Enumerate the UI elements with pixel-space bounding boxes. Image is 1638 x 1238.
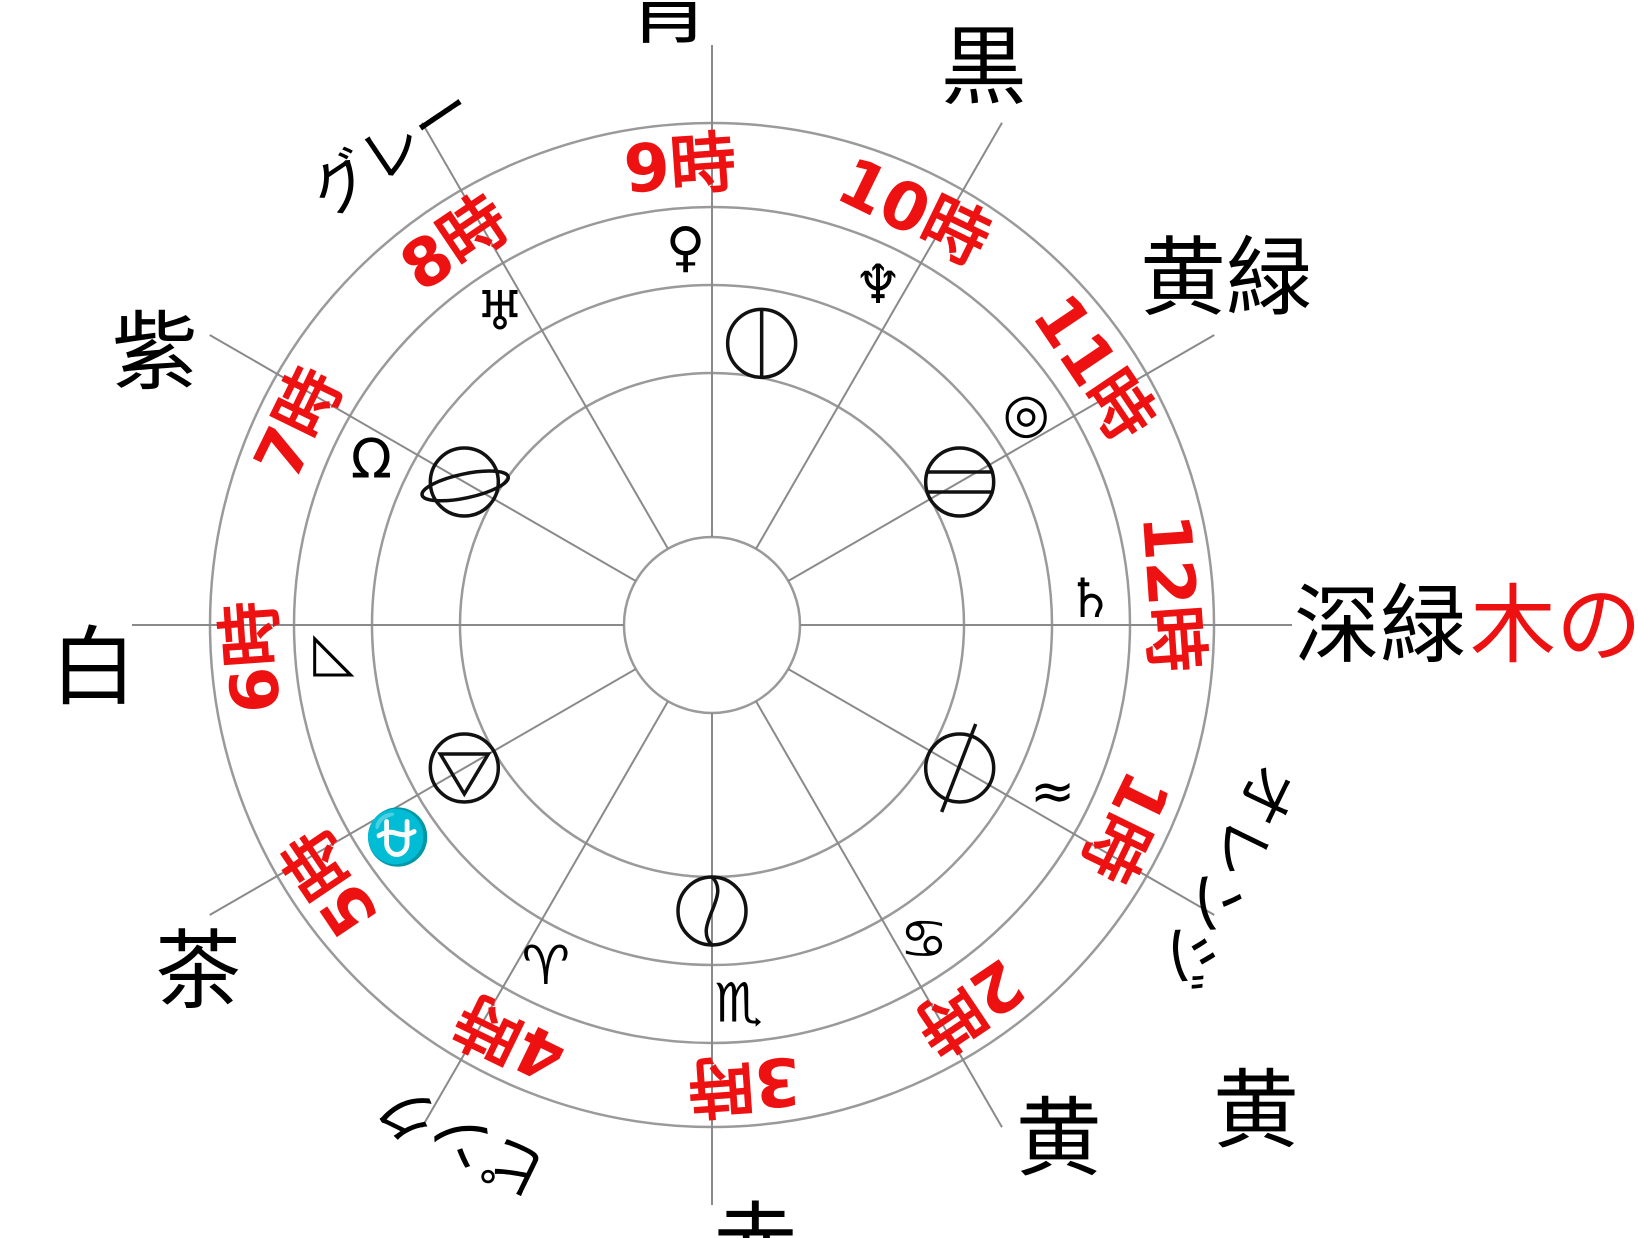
color-label-10: 黒 xyxy=(941,18,1027,118)
time-label-1: 1時 xyxy=(1066,759,1184,893)
sign-glyphs: ♄ ≈ ♋ ♏ ♈ ⛎ ◺ Ω ♅ ♀ ♆ ◎ xyxy=(313,215,1114,1034)
sign-glyph-7: Ω xyxy=(351,427,392,490)
element-symbols xyxy=(420,307,996,947)
sign-glyph-5: ⛎ xyxy=(364,805,431,868)
sign-glyph-10: ♆ xyxy=(854,253,902,316)
color-label-7: 紫 xyxy=(112,303,198,403)
time-label-7: 7時 xyxy=(239,356,357,490)
spoke-8 xyxy=(209,668,637,916)
spoke-7 xyxy=(421,700,669,1128)
sign-glyph-11: ◎ xyxy=(1003,382,1050,445)
sign-glyph-0: ♄ xyxy=(1066,567,1114,630)
ringed-planet-icon xyxy=(420,446,511,518)
sign-glyph-3: ♏ xyxy=(714,972,762,1035)
circle-triangle-icon xyxy=(428,732,501,804)
spoke-2 xyxy=(787,334,1215,582)
sign-glyph-2: ♋ xyxy=(900,908,948,971)
color-label-9: 青 xyxy=(626,0,712,57)
color-label-3: 赤 xyxy=(712,1193,798,1238)
circle-vertical-icon xyxy=(725,307,798,380)
spoke-4 xyxy=(787,668,1215,916)
spoke-5 xyxy=(755,700,1003,1128)
wheel-spokes xyxy=(132,45,1292,1205)
spoke-11 xyxy=(421,122,669,550)
yin-yang-icon xyxy=(676,875,748,947)
ring-0 xyxy=(622,535,802,715)
spoke-1 xyxy=(755,122,1003,550)
sign-glyph-4: ♈ xyxy=(522,934,570,997)
time-label-6: 6時 xyxy=(211,599,296,716)
extra-color-label: 黄 xyxy=(1213,1061,1299,1161)
color-label-5: 茶 xyxy=(155,922,241,1022)
circle-slash-icon xyxy=(923,723,996,813)
sign-glyph-1: ≈ xyxy=(1030,760,1075,823)
title-label: 木の星 xyxy=(1470,576,1638,676)
spoke-10 xyxy=(209,334,637,582)
sign-glyph-8: ♅ xyxy=(476,279,524,342)
color-label-11: 黄緑 xyxy=(1140,228,1312,328)
time-label-9: 9時 xyxy=(621,124,738,209)
sign-glyph-6: ◺ xyxy=(313,620,355,683)
time-label-3: 3時 xyxy=(686,1042,803,1127)
color-label-6: 白 xyxy=(51,618,137,718)
color-label-2: 黄 xyxy=(1016,1089,1102,1189)
circle-double-bar-icon xyxy=(923,446,996,518)
color-label-0: 深緑 xyxy=(1294,576,1466,676)
time-label-0: 12時 xyxy=(1127,511,1215,674)
sign-glyph-9: ♀ xyxy=(666,215,706,278)
